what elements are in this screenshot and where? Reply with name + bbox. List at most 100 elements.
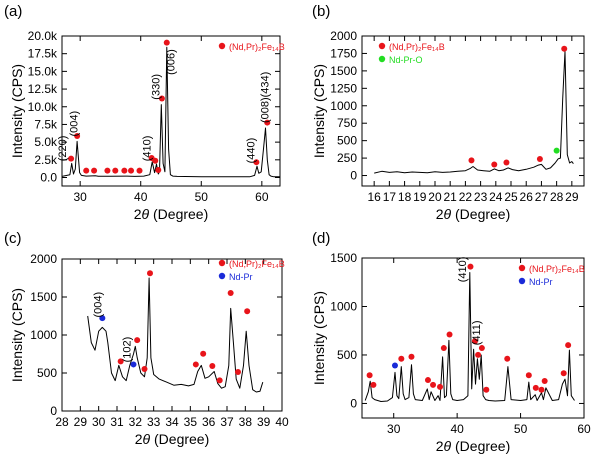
y-tick-label: 15.0k — [28, 64, 58, 78]
peak-marker-ndprfeb — [503, 159, 510, 166]
x-tick-label: 22 — [459, 190, 473, 204]
x-tick-label: 20 — [428, 190, 442, 204]
legend-label: (Nd,Pr)₂Fe₁₄B — [229, 42, 285, 52]
y-tick-label: 0 — [350, 169, 357, 183]
x-tick-label: 30 — [73, 190, 87, 204]
peak-marker-ndprfeb — [235, 369, 241, 376]
y-tick-label: 250 — [337, 151, 357, 165]
peak-index-label: (004) — [92, 292, 104, 318]
peak-marker-ndprfeb — [491, 161, 498, 168]
y-tick-label: 2000 — [330, 29, 357, 43]
x-tick-label: 33 — [147, 415, 161, 429]
plot-frame — [361, 257, 585, 419]
peak-marker-ndprfeb — [264, 119, 271, 126]
peak-marker-ndprfeb — [475, 351, 482, 358]
y-axis-label: Intensity (CPS) — [9, 64, 25, 158]
peak-marker-ndprfeb — [471, 338, 478, 345]
y-tick-label: 2000 — [30, 252, 57, 266]
y-axis-label: Intensity (CPS) — [9, 288, 25, 382]
peak-index-label: (102) — [122, 337, 134, 363]
peak-marker-ndpr — [99, 315, 106, 322]
x-tick-label: 39 — [257, 415, 271, 429]
peak-marker-ndprfeb — [163, 39, 170, 46]
y-tick-label: 0.0 — [40, 171, 57, 185]
peak-marker-ndprfeb — [128, 167, 135, 174]
legend-label: (Nd,Pr)₂Fe₁₄B — [229, 259, 285, 269]
peak-marker-ndprfeb — [366, 372, 373, 379]
peak-marker-ndprfeb — [134, 337, 141, 344]
peak-marker-ndprfeb — [68, 155, 75, 162]
y-tick-label: 17.5k — [28, 47, 58, 61]
peak-marker-ndprfeb — [504, 355, 511, 362]
panel-d: (d) 30 40 50 60 0 500 1000 1500 2θ (Degree) Intens… — [311, 230, 591, 454]
legend-marker — [378, 42, 386, 50]
panel-label: (d) — [312, 230, 330, 247]
x-tick-label: 34 — [165, 415, 179, 429]
plot-frame — [61, 35, 281, 187]
x-tick-label: 40 — [134, 190, 148, 204]
peak-marker-ndprfeb — [370, 381, 377, 388]
y-tick-label: 1750 — [330, 46, 357, 60]
peak-marker-ndprfeb — [541, 378, 548, 385]
x-tick-label: 60 — [255, 190, 269, 204]
peak-marker-ndprfeb — [136, 167, 143, 174]
y-tick-label: 5.0k — [34, 135, 58, 149]
peak-index-label: (411) — [471, 320, 483, 345]
peak-marker-ndprfeb — [200, 350, 207, 357]
x-tick-label: 23 — [474, 190, 488, 204]
y-tick-label: 1250 — [330, 81, 357, 95]
y-tick-label: 500 — [337, 134, 357, 148]
y-tick-label: 20.0k — [28, 29, 58, 43]
x-tick-label: 40 — [275, 415, 289, 429]
legend-marker — [378, 55, 386, 63]
y-tick-label: 1000 — [330, 299, 357, 313]
x-tick-label: 26 — [520, 190, 534, 204]
peak-marker-ndprfeb — [83, 167, 90, 174]
x-tick-label: 37 — [220, 415, 234, 429]
peak-marker-ndprfeb — [532, 384, 539, 391]
x-tick-label: 25 — [504, 190, 518, 204]
x-tick-label: 31 — [110, 415, 124, 429]
xrd-pattern-line — [374, 50, 574, 174]
peak-marker-ndprfeb — [536, 155, 543, 162]
y-tick-label: 1000 — [330, 99, 357, 113]
peak-marker-ndprfeb — [121, 167, 128, 174]
legend-label: Nd-Pr-O — [389, 55, 423, 65]
x-tick-label: 35 — [184, 415, 198, 429]
x-axis-label: 2θ (Degree) — [436, 438, 511, 454]
peak-marker-ndprfeb — [147, 270, 153, 277]
x-tick-label: 50 — [195, 190, 209, 204]
legend-label: Nd-Pr — [529, 277, 553, 287]
peak-marker-ndprfeb — [117, 358, 124, 365]
peak-index-label: (330) — [150, 74, 162, 100]
peak-marker-ndprfeb — [440, 345, 447, 352]
peak-marker-ndprfeb — [478, 345, 485, 352]
legend-marker — [218, 272, 226, 280]
x-tick-label: 30 — [92, 415, 106, 429]
peak-marker-ndprfeb — [155, 166, 162, 173]
x-tick-label: 27 — [535, 190, 549, 204]
legend-label: (Nd,Pr)₂Fe₁₄B — [529, 264, 585, 274]
y-tick-label: 1500 — [330, 64, 357, 78]
y-tick-label: 1000 — [30, 328, 57, 342]
x-tick-label: 30 — [387, 422, 401, 436]
x-tick-label: 24 — [489, 190, 503, 204]
x-tick-label: 38 — [239, 415, 253, 429]
y-tick-label: 12.5k — [28, 82, 58, 96]
legend-marker — [518, 277, 526, 285]
peak-index-label: (440) — [246, 138, 258, 164]
y-tick-label: 10.0k — [28, 100, 58, 114]
y-tick-label: 1500 — [330, 251, 357, 265]
x-tick-label: 21 — [444, 190, 458, 204]
y-tick-label: 2.5k — [34, 153, 58, 167]
y-axis-label: Intensity (CPS) — [311, 291, 327, 385]
x-tick-label: 16 — [367, 190, 381, 204]
peak-marker-ndprfeb — [74, 133, 81, 140]
y-tick-label: 1500 — [30, 290, 57, 304]
peak-marker-ndprfeb — [483, 386, 490, 393]
y-tick-label: 7.5k — [34, 117, 58, 131]
peak-marker-ndprfeb — [468, 157, 475, 164]
x-tick-label: 18 — [398, 190, 412, 204]
xrd-pattern-line — [87, 277, 264, 393]
legend-label: (Nd,Pr)₂Fe₁₄B — [389, 42, 445, 52]
